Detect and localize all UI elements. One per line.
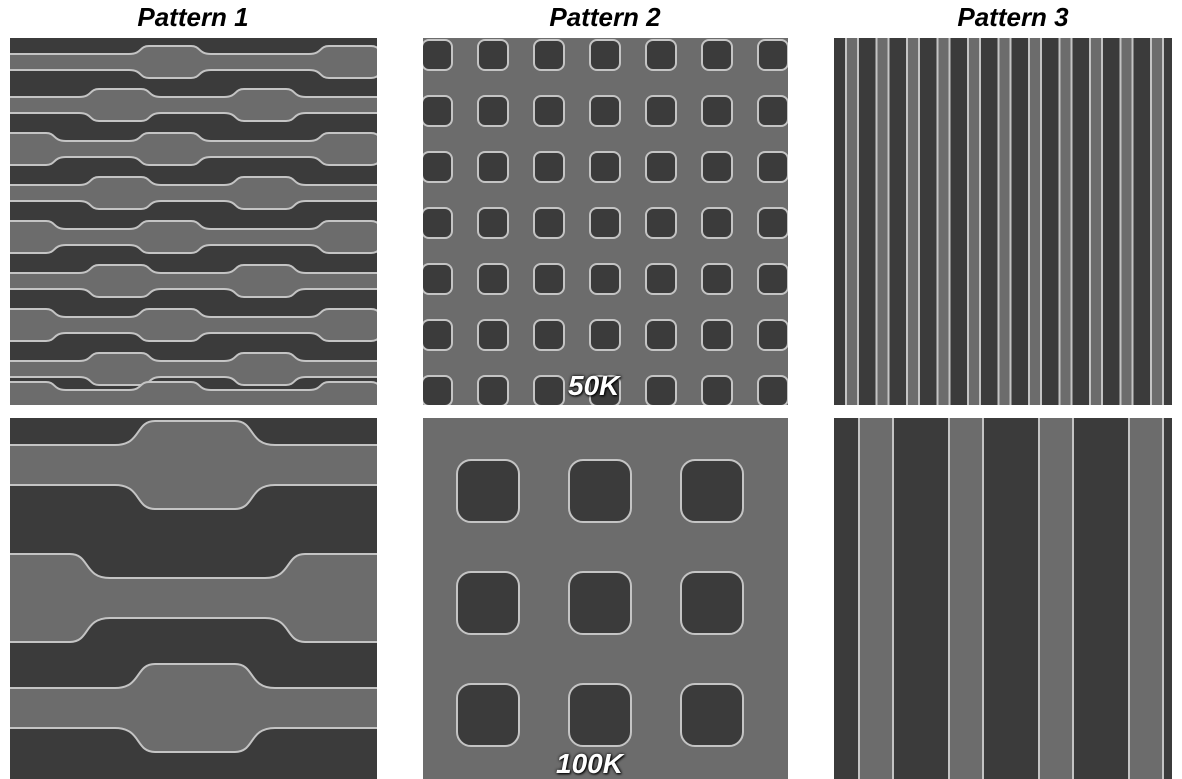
hole [702, 40, 732, 70]
hole [478, 208, 508, 238]
hole [590, 208, 620, 238]
hole [758, 40, 788, 70]
line-feature [859, 418, 893, 779]
hole [534, 320, 564, 350]
hole [758, 376, 788, 405]
line-feature [1090, 38, 1102, 405]
sem-image [10, 418, 377, 779]
hole [681, 460, 743, 522]
hole [758, 264, 788, 294]
hole [702, 152, 732, 182]
line-feature [1129, 418, 1163, 779]
hole [569, 684, 631, 746]
hole [702, 96, 732, 126]
hole [590, 40, 620, 70]
hole [423, 96, 452, 126]
hole [758, 152, 788, 182]
line-feature [999, 38, 1011, 405]
hole [590, 96, 620, 126]
line-feature [949, 418, 983, 779]
hole [758, 208, 788, 238]
sem-image [423, 418, 788, 779]
hole [702, 264, 732, 294]
magnification-label: 50K [568, 370, 619, 402]
hole [478, 376, 508, 405]
hole [478, 320, 508, 350]
hole [423, 208, 452, 238]
hole [423, 40, 452, 70]
line-feature [907, 38, 919, 405]
hole [758, 96, 788, 126]
sem-image [834, 418, 1172, 779]
hole [534, 376, 564, 405]
hole [534, 152, 564, 182]
column-title: Pattern 2 [455, 2, 755, 33]
hole [534, 96, 564, 126]
line-feature [1039, 418, 1073, 779]
hole [534, 264, 564, 294]
figure: Pattern 1 Pattern 2 Pattern 3 50K 100K [0, 0, 1182, 779]
hole [478, 96, 508, 126]
line-feature [846, 38, 858, 405]
hole [702, 320, 732, 350]
hole [423, 264, 452, 294]
hole [758, 320, 788, 350]
column-title: Pattern 1 [43, 2, 343, 33]
hole [646, 264, 676, 294]
hole [534, 40, 564, 70]
sem-image [423, 38, 788, 405]
magnification-label: 100K [556, 748, 623, 779]
line-feature [877, 38, 889, 405]
line-feature [1151, 38, 1163, 405]
line-feature [1060, 38, 1072, 405]
hole [646, 376, 676, 405]
sem-image [10, 38, 377, 405]
sem-image [834, 38, 1172, 405]
line-feature [1121, 38, 1133, 405]
hole [457, 572, 519, 634]
hole [457, 684, 519, 746]
hole [590, 152, 620, 182]
hole [646, 152, 676, 182]
hole [478, 152, 508, 182]
hole [569, 460, 631, 522]
hole [646, 96, 676, 126]
hole [646, 208, 676, 238]
hole [646, 320, 676, 350]
hole [534, 208, 564, 238]
hole [681, 684, 743, 746]
line-feature [968, 38, 980, 405]
line-feature [938, 38, 950, 405]
hole [478, 40, 508, 70]
hole [423, 376, 452, 405]
hole [681, 572, 743, 634]
hole [423, 152, 452, 182]
hole [423, 320, 452, 350]
hole [646, 40, 676, 70]
hole [702, 208, 732, 238]
hole [590, 320, 620, 350]
hole [457, 460, 519, 522]
hole [590, 264, 620, 294]
hole [702, 376, 732, 405]
hole [478, 264, 508, 294]
column-title: Pattern 3 [863, 2, 1163, 33]
hole [569, 572, 631, 634]
line-feature [1029, 38, 1041, 405]
